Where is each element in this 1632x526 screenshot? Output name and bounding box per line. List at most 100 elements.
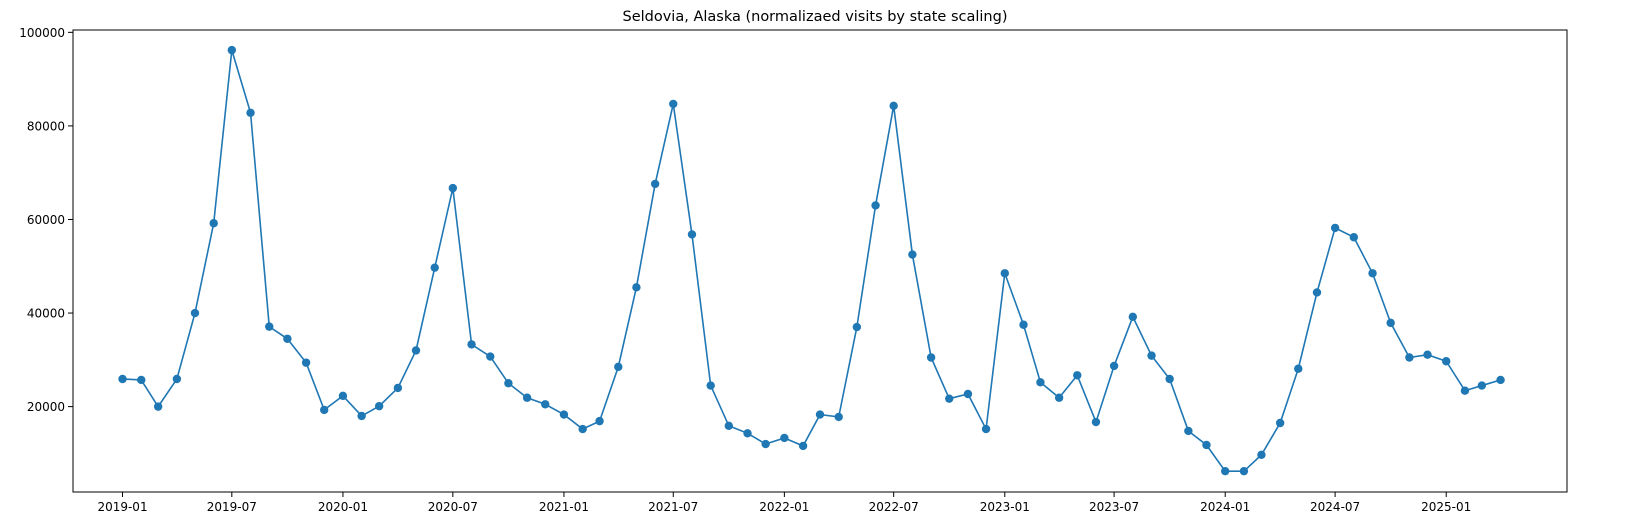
data-point-2021-11-01 [743, 429, 752, 438]
x-tick-label: 2019-07 [207, 500, 257, 514]
data-point-2020-10-01 [504, 379, 513, 388]
data-point-2020-11-01 [522, 393, 532, 402]
x-tick-label: 2020-01 [318, 500, 368, 514]
data-point-2021-06-01 [650, 179, 660, 189]
data-point-2022-12-01 [981, 424, 991, 434]
data-point-2021-09-01 [706, 381, 715, 390]
data-point-2023-02-01 [1019, 320, 1028, 329]
data-point-2023-03-01 [1036, 378, 1045, 387]
x-axis: 2019-01 2019-07 2020-01 2020-07 2021-01 2021-… [97, 492, 1471, 514]
x-tick-label: 2022-07 [869, 500, 919, 514]
data-point-2021-03-01 [595, 416, 604, 426]
data-point-2020-03-01 [374, 401, 384, 411]
data-point-2024-05-01 [1294, 364, 1303, 373]
x-tick-label: 2023-01 [980, 500, 1030, 514]
x-tick-label: 2022-01 [759, 500, 809, 514]
data-point-2021-10-01 [724, 421, 734, 430]
data-point-2023-05-01 [1073, 371, 1082, 380]
data-point-2023-11-01 [1184, 426, 1193, 436]
data-point-2019-11-01 [301, 358, 311, 367]
x-tick-label: 2020-07 [428, 500, 478, 514]
data-point-2019-07-01 [227, 45, 237, 55]
series-line [122, 49, 1501, 472]
data-point-2023-08-01 [1128, 312, 1138, 321]
data-point-2023-09-01 [1147, 351, 1156, 360]
data-point-2024-12-01 [1423, 350, 1432, 359]
data-point-2023-12-01 [1202, 440, 1211, 450]
data-point-2019-08-01 [246, 108, 255, 118]
data-point-2023-04-01 [1054, 393, 1064, 402]
data-point-2019-01-01 [118, 374, 127, 384]
data-point-2020-02-01 [357, 411, 366, 421]
data-point-2020-09-01 [486, 352, 495, 361]
x-tick-label: 2023-07 [1089, 500, 1139, 514]
data-point-2022-09-01 [926, 353, 936, 362]
data-point-2024-01-01 [1221, 466, 1230, 476]
data-point-2021-02-01 [578, 424, 587, 434]
data-point-2022-06-01 [871, 201, 880, 210]
data-point-2019-09-01 [265, 322, 274, 331]
y-tick-label: 40000 [27, 307, 65, 321]
data-point-2023-07-01 [1109, 361, 1119, 371]
data-point-2022-03-01 [815, 410, 825, 419]
data-point-2024-07-01 [1330, 223, 1340, 233]
y-tick-label: 60000 [27, 213, 65, 227]
data-point-2023-10-01 [1165, 374, 1174, 384]
data-point-2024-03-01 [1257, 450, 1266, 460]
data-point-2019-04-01 [172, 374, 182, 384]
data-point-2022-08-01 [908, 250, 917, 259]
data-point-2023-01-01 [1000, 269, 1009, 278]
data-point-2022-07-01 [889, 101, 898, 110]
plot-frame [72, 29, 1568, 493]
data-point-2019-10-01 [283, 334, 292, 343]
plot-area [118, 45, 1505, 476]
data-point-2025-01-01 [1442, 357, 1451, 366]
data-point-2024-11-01 [1405, 353, 1414, 362]
x-tick-label: 2021-01 [539, 500, 589, 514]
data-point-2021-07-01 [669, 99, 678, 109]
data-point-2021-01-01 [559, 410, 569, 419]
data-point-2021-04-01 [614, 362, 623, 372]
data-point-2020-04-01 [393, 383, 403, 393]
x-tick-label: 2024-01 [1200, 500, 1250, 514]
data-point-2022-10-01 [945, 394, 954, 403]
data-point-2022-05-01 [852, 322, 862, 332]
x-tick-label: 2025-01 [1421, 500, 1471, 514]
data-point-2020-08-01 [467, 340, 476, 349]
data-point-2019-03-01 [153, 402, 163, 411]
data-point-2022-01-01 [780, 433, 789, 443]
data-point-2019-12-01 [320, 405, 329, 415]
data-point-2024-02-01 [1239, 466, 1249, 476]
data-point-2020-07-01 [448, 183, 458, 193]
data-point-2024-10-01 [1386, 318, 1395, 328]
data-point-2023-06-01 [1091, 417, 1101, 427]
data-point-2020-12-01 [541, 400, 550, 409]
x-tick-label: 2019-01 [97, 500, 147, 514]
data-point-2021-12-01 [761, 439, 770, 449]
data-point-2020-05-01 [411, 346, 421, 355]
data-point-2024-06-01 [1312, 288, 1322, 297]
y-axis: 20000 40000 60000 80000 100000 [19, 26, 73, 414]
x-tick-label: 2021-07 [648, 500, 698, 514]
y-tick-label: 100000 [19, 26, 65, 40]
data-point-2024-04-01 [1275, 418, 1285, 428]
data-point-2025-03-01 [1477, 381, 1487, 390]
data-point-2022-02-01 [798, 441, 808, 451]
data-point-2021-08-01 [687, 230, 697, 239]
data-point-2019-05-01 [190, 308, 200, 318]
data-point-2025-04-01 [1496, 375, 1505, 385]
data-point-2022-11-01 [963, 389, 973, 399]
chart-title: Seldovia, Alaska (normalizaed visits by … [623, 9, 1008, 25]
x-tick-label: 2024-07 [1310, 500, 1360, 514]
data-point-2019-02-01 [137, 375, 146, 385]
y-tick-label: 20000 [27, 400, 65, 414]
data-point-2024-09-01 [1368, 269, 1377, 278]
data-point-2019-06-01 [209, 219, 218, 228]
data-point-2022-04-01 [834, 412, 843, 422]
data-point-2020-01-01 [338, 391, 348, 401]
data-point-2025-02-01 [1460, 386, 1470, 395]
y-tick-label: 80000 [27, 119, 65, 133]
data-point-2024-08-01 [1349, 233, 1359, 242]
data-point-2021-05-01 [632, 283, 641, 292]
